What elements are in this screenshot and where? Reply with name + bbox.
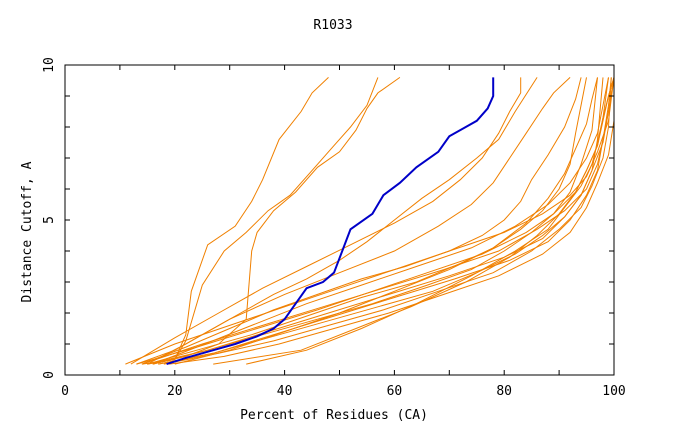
y-tick-label: 0	[42, 371, 57, 379]
series-line-16	[213, 77, 615, 365]
series-line-2	[147, 77, 379, 365]
series-line-5	[141, 77, 582, 365]
highlight-series-line	[166, 77, 495, 366]
y-tick-label: 5	[42, 216, 57, 224]
series-line-12	[125, 77, 615, 365]
x-tick-label: 80	[496, 384, 512, 399]
x-axis-label: Percent of Residues (CA)	[240, 408, 428, 423]
series-line-6	[147, 77, 587, 365]
x-tick-label: 40	[277, 384, 293, 399]
series-line-10	[163, 77, 612, 365]
ticks-layer	[64, 64, 615, 376]
series-line-9	[136, 77, 609, 365]
series-line-19	[174, 77, 598, 365]
tick-labels-layer: 0 20 40 60 80 100 0 5 10	[42, 57, 626, 399]
chart-title: R1033	[313, 18, 352, 33]
highlight-layer	[166, 77, 495, 366]
series-line-18	[152, 77, 609, 365]
y-tick-label: 10	[42, 57, 57, 73]
series-line-20	[147, 77, 571, 365]
series-line-13	[169, 77, 615, 365]
series-line-21	[130, 77, 522, 365]
x-tick-label: 20	[167, 384, 183, 399]
series-layer	[125, 76, 615, 365]
series-line-1	[141, 77, 329, 365]
series-line-17	[246, 77, 615, 365]
x-tick-label: 0	[61, 384, 69, 399]
y-axis-label: Distance Cutoff, A	[20, 161, 35, 302]
x-tick-label: 100	[602, 384, 625, 399]
x-tick-label: 60	[387, 384, 403, 399]
series-line-8	[158, 77, 604, 365]
series-line-3	[152, 76, 401, 365]
